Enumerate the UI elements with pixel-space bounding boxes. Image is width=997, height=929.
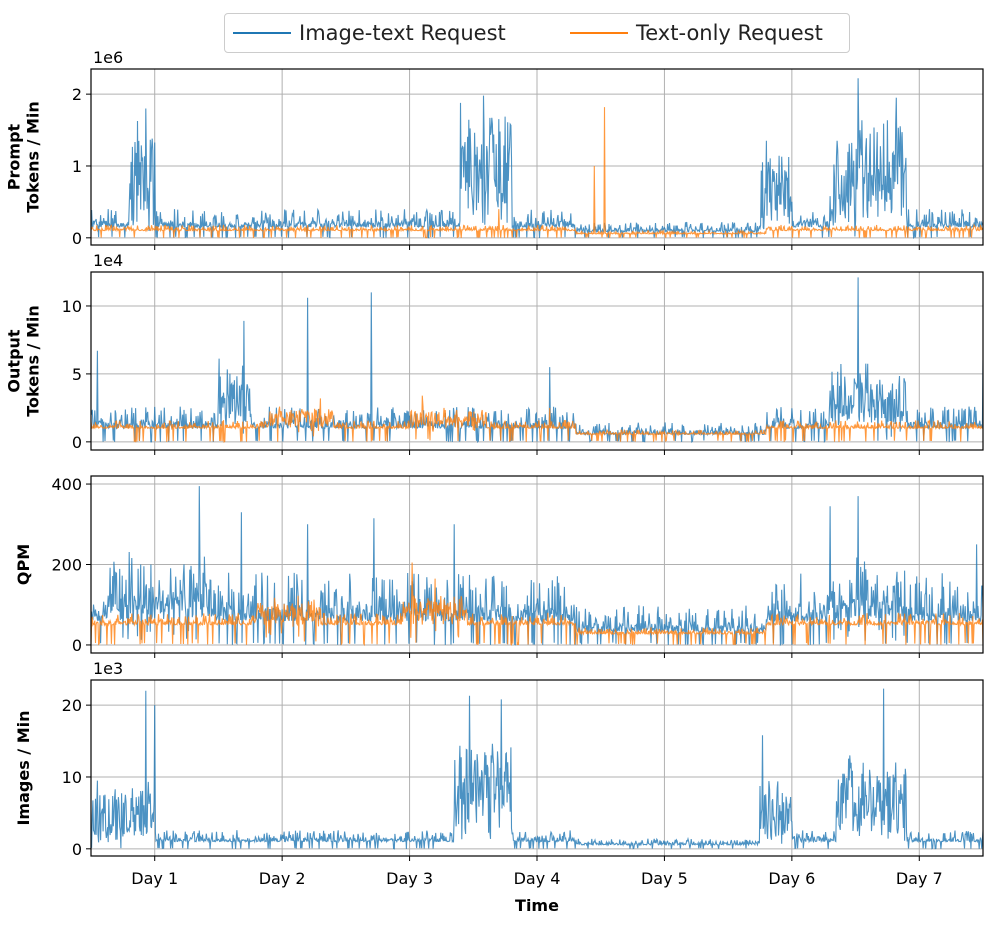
y-axis-label: Tokens / Min [24,305,43,417]
panel-output-tokens: 0 5 10 1e4 Output Tokens / Min [5,251,984,455]
x-tick-label: Day 1 [131,869,178,888]
y-tick-label: 5 [72,365,82,384]
y-tick-label: 10 [62,297,82,316]
legend-swatch-text-only [570,32,628,34]
series-text-only-line [91,562,983,647]
y-tick-label: 0 [72,433,82,452]
series-image-text-line [91,688,983,850]
panel-prompt-tokens: 0 1 2 1e6 Prompt Tokens / Min [5,48,984,250]
x-tick-label: Day 7 [896,869,943,888]
y-tick-label: 1 [72,157,82,176]
panel-images: 0 10 20 1e3 Images / Min Day 1 Day 2 Day 3 Day 4… [14,659,984,915]
legend-label-text-only: Text-only Request [636,21,823,45]
x-tick-label: Day 3 [386,869,433,888]
panel-qpm: 0 200 400 QPM [14,475,984,658]
y-axis-label: QPM [14,544,33,585]
y-tick-label: 2 [72,85,82,104]
y-multiplier: 1e4 [93,251,123,270]
x-tick-label: Day 6 [768,869,815,888]
x-tick-label: Day 4 [514,869,561,888]
y-tick-label: 200 [51,556,82,575]
x-tick-label: Day 5 [641,869,688,888]
legend-label-image-text: Image-text Request [299,21,506,45]
y-axis-label: Prompt [5,123,24,190]
x-tick-label: Day 2 [259,869,306,888]
legend: Image-text Request Text-only Request [224,13,850,53]
y-tick-label: 0 [72,840,82,859]
legend-item-text-only: Text-only Request [570,14,823,52]
series-image-text-line [91,486,983,647]
y-tick-label: 0 [72,229,82,248]
y-tick-label: 10 [62,768,82,787]
y-axis-label: Images / Min [14,710,33,825]
series-image-text-line [91,277,983,444]
y-multiplier: 1e3 [93,659,123,678]
series-text-only-line [91,107,983,239]
y-axis-label: Tokens / Min [24,101,43,213]
series-text-only-line [91,395,983,444]
y-multiplier: 1e6 [93,48,123,67]
legend-swatch-image-text [233,32,291,34]
x-axis-label: Time [515,896,559,915]
y-axis-label: Output [5,329,24,392]
y-tick-label: 20 [62,696,82,715]
y-tick-label: 0 [72,636,82,655]
y-tick-label: 400 [51,475,82,494]
legend-item-image-text: Image-text Request [233,14,506,52]
